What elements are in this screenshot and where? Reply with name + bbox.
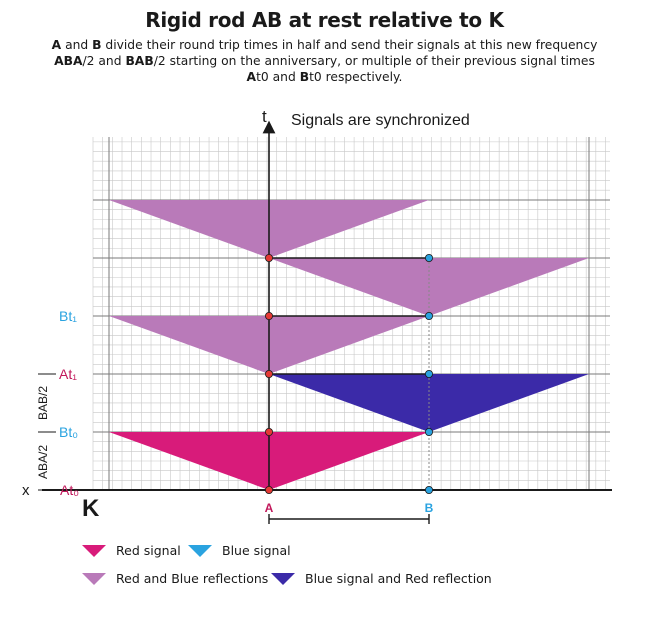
legend-red-signal-label: Red signal xyxy=(116,543,181,558)
at0-label: At₀ xyxy=(60,482,79,498)
blue-red-icon xyxy=(271,572,295,585)
aba-interval-label: ABA/2 xyxy=(36,445,50,479)
legend-blue-signal-label: Blue signal xyxy=(222,543,291,558)
point-b-label: B xyxy=(425,501,434,515)
b-point xyxy=(424,253,433,262)
reflection-icon xyxy=(82,572,106,585)
legend-reflections: Red and Blue reflections xyxy=(82,571,268,586)
caption: Signals are synchronized xyxy=(291,112,470,129)
legend-blue-red-label: Blue signal and Red reflection xyxy=(305,571,492,586)
b-point xyxy=(424,311,433,320)
bt1-label: Bt₁ xyxy=(59,308,77,324)
legend-blue-signal: Blue signal xyxy=(188,543,291,558)
red-signal-icon xyxy=(82,544,106,557)
b-point xyxy=(424,369,433,378)
a-point xyxy=(264,427,273,436)
legend-reflections-label: Red and Blue reflections xyxy=(116,571,269,586)
diagram-title: Rigid rod AB at rest relative to K xyxy=(145,8,504,32)
description-line-3: At0 and Bt0 respectively. xyxy=(246,70,403,84)
at1-label: At₁ xyxy=(59,366,77,382)
bab-interval-label: BAB/2 xyxy=(36,386,50,420)
legend-red-signal: Red signal xyxy=(82,543,181,558)
b-point xyxy=(424,485,433,494)
a-point xyxy=(264,311,273,320)
description: A and B divide their round trip times in… xyxy=(20,37,629,85)
a-points xyxy=(264,253,273,494)
b-point xyxy=(424,427,433,436)
legend-blue-red: Blue signal and Red reflection xyxy=(271,571,492,586)
blue-signal-icon xyxy=(188,544,212,557)
bt0-label: Bt₀ xyxy=(59,424,78,440)
t-axis-label: t xyxy=(262,107,267,126)
b-points xyxy=(424,253,433,494)
a-point xyxy=(264,369,273,378)
x-axis-label: x xyxy=(22,482,30,499)
description-line-1: A and B divide their round trip times in… xyxy=(51,38,598,52)
a-point xyxy=(264,485,273,494)
frame-label: K xyxy=(82,495,100,522)
description-line-2: ABA/2 and BAB/2 starting on the annivers… xyxy=(54,54,595,68)
point-a-label: A xyxy=(265,501,274,515)
a-point xyxy=(264,253,273,262)
